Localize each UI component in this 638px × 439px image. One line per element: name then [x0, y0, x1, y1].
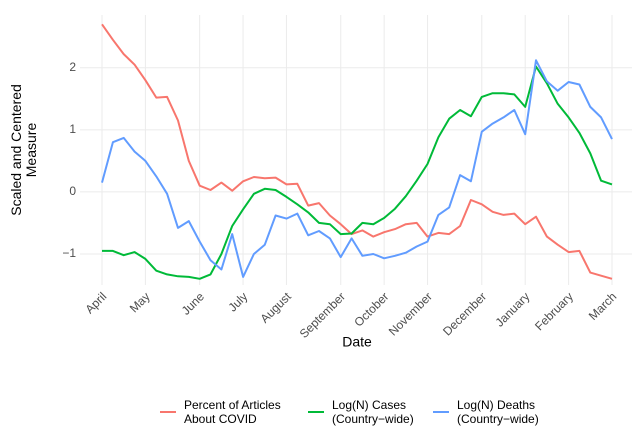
x-tick-label: January [492, 289, 532, 329]
y-tick-label: 0 [69, 184, 76, 198]
line-series [101, 59, 613, 278]
x-tick-label: November [386, 289, 435, 338]
legend-label: Log(N) Cases (Country−wide) [332, 398, 414, 426]
x-tick-label: May [127, 289, 153, 315]
y-tick-label: −1 [62, 246, 76, 260]
y-tick-label: 1 [69, 122, 76, 136]
x-tick-label: April [82, 289, 109, 316]
x-tick-label: June [179, 289, 208, 318]
x-tick-label: July [225, 289, 250, 314]
x-tick-label: February [532, 289, 576, 333]
legend-label: Log(N) Deaths (Country−wide) [457, 398, 539, 426]
x-tick-label: August [258, 289, 295, 326]
x-tick-label: October [351, 289, 391, 329]
line-series [101, 23, 613, 280]
x-axis-title: Date [342, 334, 372, 350]
x-tick-label: September [297, 289, 348, 340]
x-tick-label: December [440, 289, 489, 338]
legend-label: Percent of Articles About COVID [184, 398, 281, 426]
x-tick-label: March [586, 289, 619, 322]
line-series [102, 65, 613, 280]
y-tick-label: 2 [69, 60, 76, 74]
y-axis-title: Scaled and CenteredMeasure [8, 84, 39, 216]
